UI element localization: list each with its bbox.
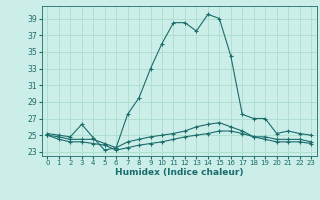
X-axis label: Humidex (Indice chaleur): Humidex (Indice chaleur) [115,168,244,177]
